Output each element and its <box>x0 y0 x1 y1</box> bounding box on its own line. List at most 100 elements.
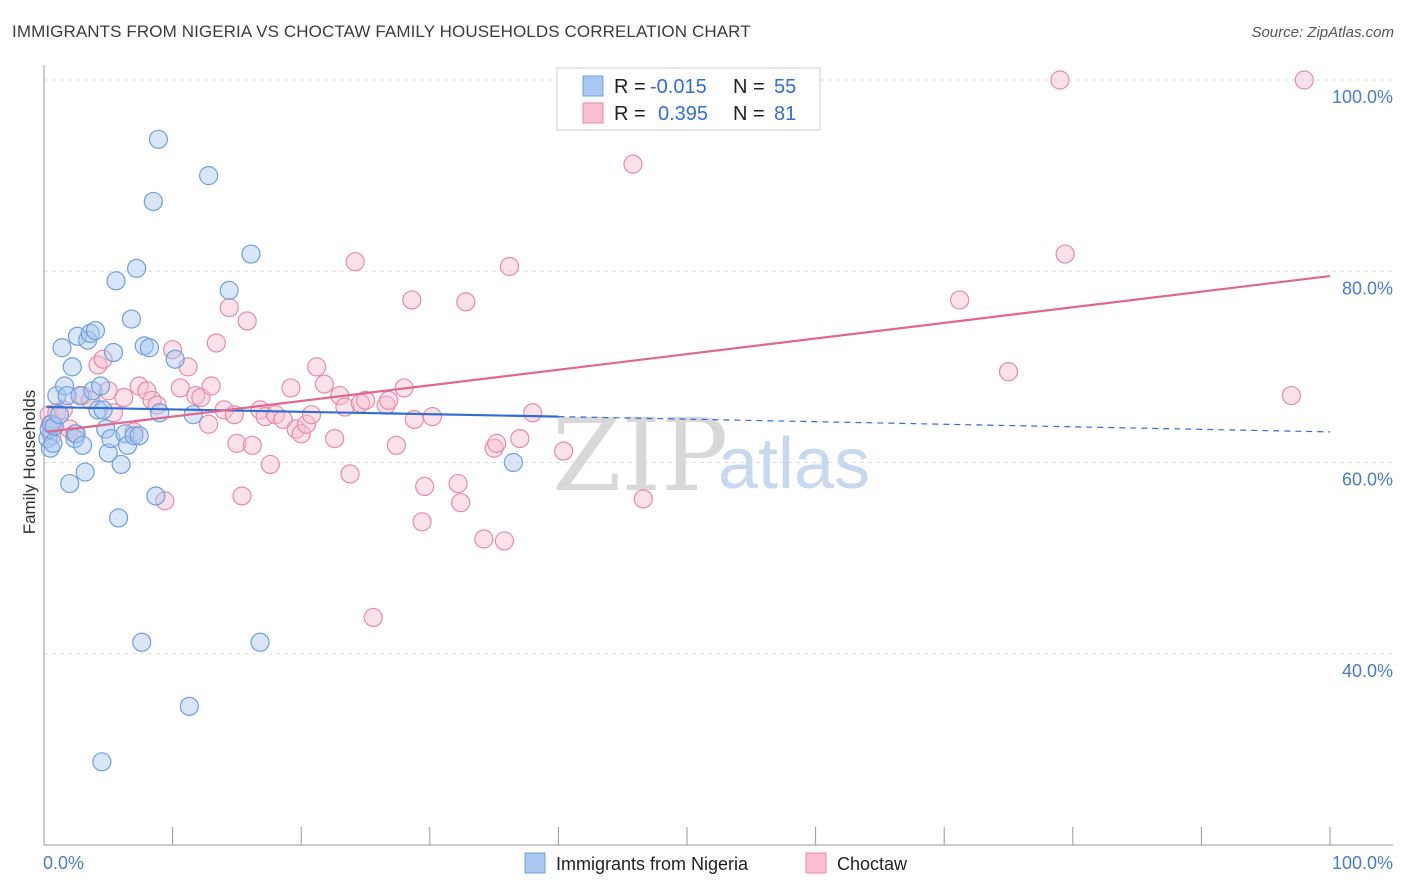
legend-n-label-2: N = <box>733 103 765 125</box>
point-blue-53 <box>92 752 112 772</box>
point-blue-32 <box>111 454 131 475</box>
point-pink-51 <box>345 252 365 272</box>
point-pink-77 <box>950 290 970 310</box>
point-pink-19 <box>155 491 175 511</box>
point-pink-53 <box>355 390 376 410</box>
point-blue-38 <box>129 426 149 446</box>
point-pink-57 <box>386 435 406 455</box>
point-pink-82 <box>1294 70 1314 90</box>
point-pink-59 <box>402 290 422 310</box>
point-pink-26 <box>201 376 221 396</box>
chart-source: Source: ZipAtlas.com <box>1251 24 1394 41</box>
point-blue-24 <box>90 376 111 396</box>
y-tick-label-3: 100.0% <box>1332 87 1393 107</box>
legend-n-label-1: N = <box>733 76 765 98</box>
point-pink-74 <box>553 441 574 461</box>
trend-line-blue-extension <box>558 416 1331 433</box>
x-tick-label-min: 0.0% <box>43 853 84 873</box>
series-nigeria-points <box>38 129 523 772</box>
point-blue-47 <box>179 696 199 716</box>
legend-swatch-choctaw <box>582 102 604 124</box>
legend-r-value-2: 0.395 <box>658 103 708 125</box>
y-axis-label: Family Households <box>20 390 39 535</box>
point-pink-75 <box>623 154 643 174</box>
point-blue-37 <box>126 258 147 278</box>
legend-n-value-1: 55 <box>774 76 796 98</box>
bottom-legend-swatch-nigeria <box>524 852 546 874</box>
bottom-legend-swatch-choctaw <box>805 852 827 874</box>
point-pink-29 <box>219 297 239 318</box>
point-pink-13 <box>114 387 134 408</box>
chart-title: IMMIGRANTS FROM NIGERIA VS CHOCTAW FAMIL… <box>12 22 751 41</box>
point-pink-27 <box>206 333 226 353</box>
point-blue-49 <box>199 166 219 186</box>
point-pink-79 <box>1050 70 1070 90</box>
point-pink-50 <box>340 464 360 484</box>
point-pink-47 <box>325 428 345 449</box>
point-pink-67 <box>474 529 494 549</box>
point-pink-72 <box>510 428 530 449</box>
legend-r-label-1: R = <box>614 76 646 98</box>
point-pink-80 <box>1055 244 1075 264</box>
point-blue-28 <box>101 428 121 449</box>
point-blue-35 <box>121 309 142 329</box>
point-blue-50 <box>219 280 239 300</box>
point-blue-22 <box>85 320 106 341</box>
point-pink-9 <box>88 355 108 375</box>
series-choctaw-points <box>39 70 1314 628</box>
point-blue-18 <box>75 462 95 482</box>
point-blue-8 <box>52 338 72 358</box>
point-pink-56 <box>379 390 399 410</box>
point-pink-70 <box>494 531 514 551</box>
point-pink-40 <box>281 378 301 398</box>
grid-lines <box>44 79 1393 655</box>
point-blue-36 <box>124 426 144 446</box>
y-tick-labels: 40.0% 60.0% 80.0% 100.0% <box>1332 87 1393 681</box>
point-pink-25 <box>199 414 219 434</box>
bottom-legend-label-choctaw: Choctaw <box>837 854 908 874</box>
point-blue-42 <box>143 191 163 212</box>
point-pink-61 <box>412 512 432 532</box>
point-pink-65 <box>451 493 471 513</box>
point-pink-73 <box>523 403 543 423</box>
point-pink-69 <box>487 433 507 453</box>
point-blue-11 <box>60 473 80 494</box>
point-blue-6 <box>47 385 67 406</box>
point-pink-62 <box>415 476 435 497</box>
y-tick-label-2: 80.0% <box>1342 278 1393 298</box>
trend-line-pink <box>46 274 1331 433</box>
x-tick-label-max: 100.0% <box>1332 853 1393 873</box>
point-blue-41 <box>139 338 160 358</box>
point-pink-46 <box>314 374 334 394</box>
point-blue-20 <box>80 323 100 344</box>
point-blue-51 <box>241 244 261 264</box>
point-blue-16 <box>70 385 90 406</box>
point-pink-71 <box>499 256 520 277</box>
legend-n-value-2: 81 <box>774 103 796 125</box>
point-blue-29 <box>103 342 124 363</box>
point-blue-27 <box>98 443 118 463</box>
legend-r-value-1: -0.015 <box>650 76 707 98</box>
point-blue-30 <box>106 271 126 291</box>
point-blue-7 <box>49 405 70 425</box>
watermark-atlas: atlas <box>718 424 870 504</box>
point-pink-81 <box>1281 385 1302 406</box>
point-blue-25 <box>93 400 113 420</box>
point-blue-4 <box>43 433 63 453</box>
point-pink-76 <box>633 489 653 509</box>
legend-r-label-2: R = <box>614 103 646 125</box>
point-blue-23 <box>88 400 108 420</box>
point-blue-43 <box>146 486 166 506</box>
trend-line-blue <box>46 405 559 418</box>
point-blue-17 <box>72 435 93 455</box>
point-pink-45 <box>307 357 327 377</box>
point-blue-31 <box>108 508 129 528</box>
point-pink-31 <box>227 433 247 453</box>
point-blue-52 <box>250 632 270 652</box>
point-pink-43 <box>296 414 316 434</box>
point-pink-54 <box>363 607 383 628</box>
y-tick-label-0: 40.0% <box>1342 661 1393 681</box>
y-tick-label-1: 60.0% <box>1342 470 1393 490</box>
legend-swatch-nigeria <box>582 75 604 97</box>
bottom-legend-label-nigeria: Immigrants from Nigeria <box>556 854 749 874</box>
